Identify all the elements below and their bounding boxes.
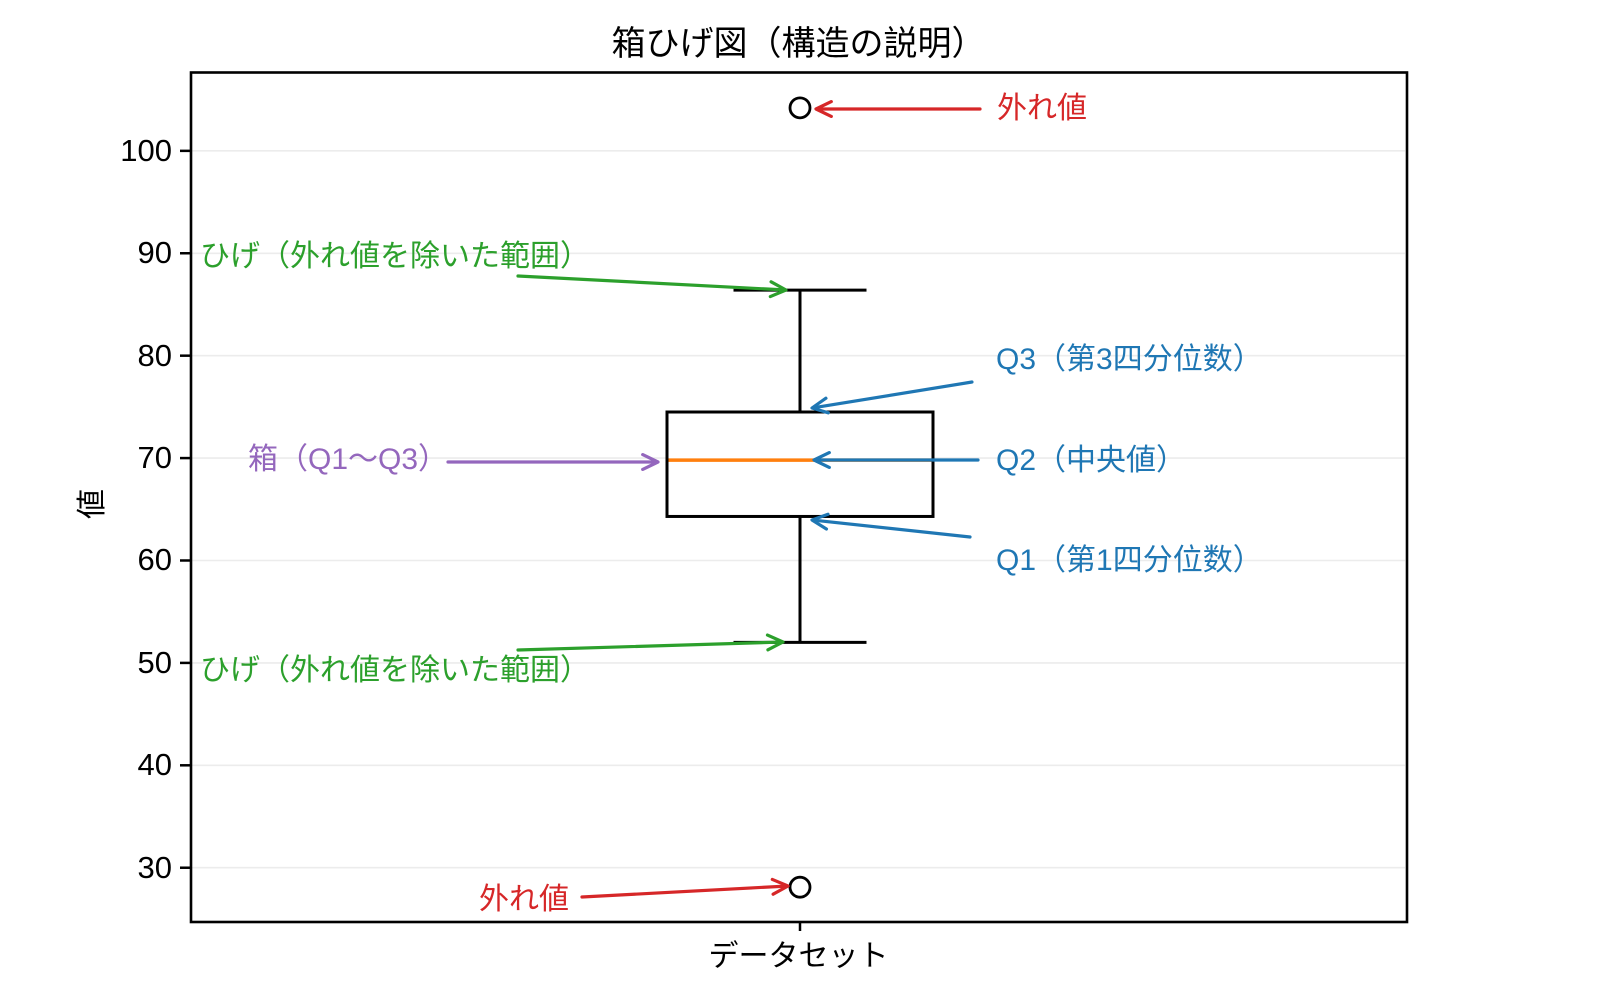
annotation-q3-label: Q3（第3四分位数）: [996, 343, 1263, 376]
annotation-whisker-top-arrow-line: [516, 274, 786, 292]
annotation-q2-arrowhead: [812, 451, 831, 469]
annotation-whisker-bottom-arrowhead: [765, 633, 785, 652]
annotation-whisker-top-arrowhead: [768, 280, 788, 299]
y-tick-label-80: 80: [137, 337, 172, 373]
y-axis-label: 値: [76, 489, 109, 519]
y-tick-label-100: 100: [120, 132, 172, 168]
annotation-whisker-bottom-arrow-line: [516, 640, 783, 652]
annotation-outlier-top-label: 外れ値: [997, 92, 1087, 125]
y-tick-label-40: 40: [137, 747, 172, 783]
chart-title: 箱ひげ図（構造の説明）: [611, 25, 986, 63]
annotation-outlier-bottom-arrowhead: [770, 877, 790, 896]
annotation-q1-arrow-line: [812, 518, 972, 539]
annotation-outlier-bottom-arrow-line: [580, 884, 788, 899]
annotation-whisker-bottom-label: ひげ（外れ値を除いた範囲）: [200, 654, 590, 687]
y-tick-label-90: 90: [137, 235, 172, 271]
x-axis-label: データセット: [708, 940, 889, 973]
annotation-outlier-bottom-label: 外れ値: [479, 883, 569, 916]
box-q1-q3: [665, 410, 935, 518]
y-tick-label-30: 30: [137, 849, 172, 885]
y-tick-label-70: 70: [137, 440, 172, 476]
annotation-whisker-top-label: ひげ（外れ値を除いた範囲）: [200, 240, 590, 273]
outlier-marker-top: [788, 96, 812, 120]
annotation-q2-label: Q2（中央値）: [996, 444, 1187, 477]
y-tick-label-60: 60: [137, 542, 172, 578]
annotation-q3-arrow-line: [812, 380, 974, 410]
annotation-box-label: 箱（Q1〜Q3）: [248, 443, 449, 476]
annotation-q1-arrowhead: [810, 512, 830, 531]
y-tick-label-50: 50: [137, 644, 172, 680]
annotation-box-arrowhead: [641, 453, 660, 471]
annotation-outlier-top-arrowhead: [814, 100, 833, 118]
annotation-q1-label: Q1（第1四分位数）: [996, 544, 1263, 577]
annotation-q3-arrowhead: [810, 396, 830, 415]
outlier-marker-bottom: [788, 875, 812, 899]
